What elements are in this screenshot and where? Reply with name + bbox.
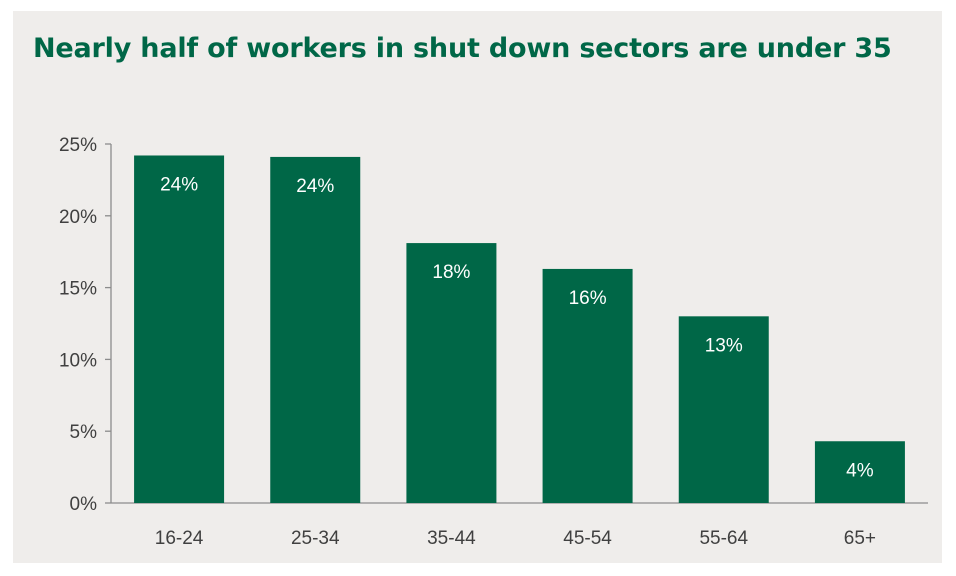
y-tick-label: 20%: [59, 207, 97, 228]
data-label: 13%: [705, 335, 743, 356]
bar-25-34: [270, 156, 361, 503]
data-label: 24%: [160, 174, 198, 195]
data-label: 18%: [432, 262, 470, 283]
bar-35-44: [406, 243, 497, 504]
x-tick-label: 25-34: [291, 528, 340, 549]
data-label: 16%: [569, 288, 607, 309]
y-tick-label: 25%: [59, 135, 97, 156]
y-tick-label: 5%: [70, 422, 98, 443]
x-tick-label: 55-64: [699, 528, 748, 549]
y-tick-label: 10%: [59, 350, 97, 371]
data-label: 24%: [296, 176, 334, 197]
bar-45-54: [542, 268, 633, 503]
bar-55-64: [678, 316, 769, 503]
bar-65+: [814, 441, 905, 503]
x-tick-label: 35-44: [427, 528, 476, 549]
chart-title: Nearly half of workers in shut down sect…: [33, 33, 892, 64]
bar-16-24: [134, 155, 225, 503]
data-label: 4%: [846, 460, 874, 481]
x-tick-label: 65+: [844, 528, 876, 549]
x-tick-label: 45-54: [563, 528, 612, 549]
y-tick-label: 15%: [59, 279, 97, 300]
x-tick-label: 16-24: [155, 528, 204, 549]
y-tick-label: 0%: [70, 494, 98, 515]
